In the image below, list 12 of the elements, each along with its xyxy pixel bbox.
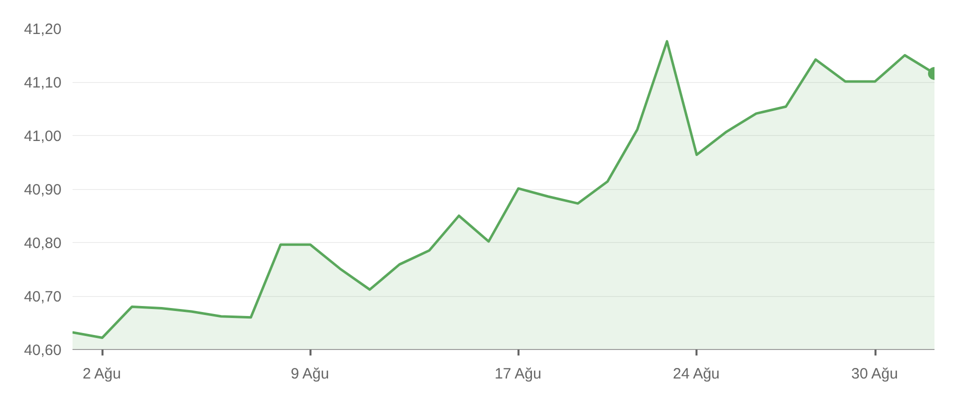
x-tick-label: 24 Ağu [672,366,720,382]
x-tick-label: 30 Ağu [851,366,898,382]
y-tick-label: 40,60 [24,342,62,359]
y-tick-label: 40,70 [24,288,62,306]
y-tick-label: 41,10 [24,74,62,92]
y-tick-label: 40,80 [24,235,62,252]
y-tick-label: 41,00 [24,128,62,145]
x-tick-label: 2 Ağu [82,366,121,382]
x-tick-label: 9 Ağu [290,366,330,382]
x-tick-label: 17 Ağu [494,366,542,382]
y-tick-label: 40,90 [24,182,62,198]
y-tick-label: 41,20 [24,21,62,38]
